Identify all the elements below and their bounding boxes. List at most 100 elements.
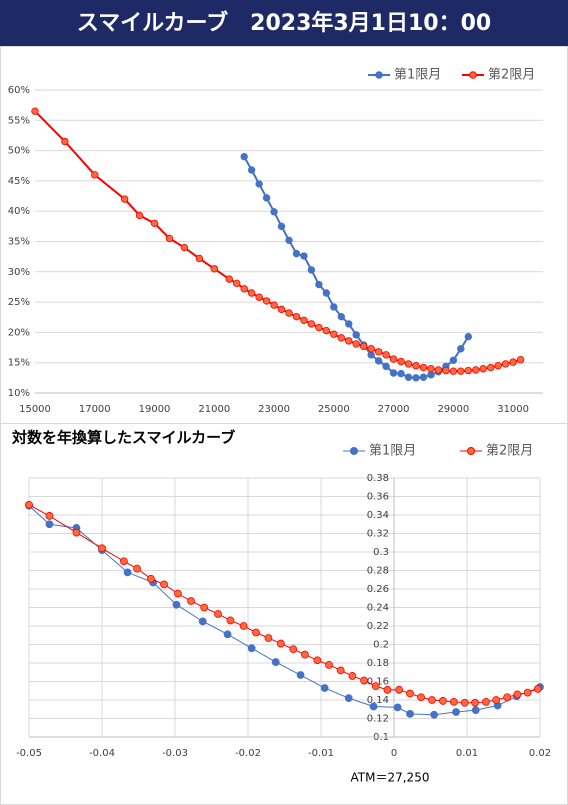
data-point — [367, 351, 375, 359]
legend-label: 第1限月 — [369, 444, 416, 459]
data-point — [223, 630, 232, 639]
data-point — [276, 639, 285, 648]
chart-title: 対数を年換算したスマイルカーブ — [11, 429, 235, 447]
data-point — [404, 373, 413, 381]
data-point — [427, 371, 435, 379]
x-tick-label: -0.04 — [89, 748, 115, 759]
data-point — [360, 342, 368, 351]
data-point — [449, 367, 458, 375]
data-point — [457, 367, 465, 375]
data-point — [479, 365, 487, 373]
y-tick-label: 40% — [8, 206, 30, 217]
data-point — [419, 363, 428, 372]
data-point — [464, 366, 472, 375]
data-point — [374, 357, 383, 365]
data-point — [315, 323, 323, 332]
data-point — [61, 137, 69, 146]
data-point — [382, 351, 390, 359]
data-point — [374, 348, 383, 356]
data-point — [174, 589, 182, 598]
data-point — [187, 597, 195, 605]
x-tick-label: 21000 — [198, 404, 230, 415]
data-point — [352, 340, 360, 348]
data-point — [322, 289, 331, 297]
data-point — [313, 656, 322, 665]
data-point — [428, 696, 436, 704]
data-point — [264, 634, 273, 642]
y-tick-label: 0.26 — [367, 584, 389, 595]
data-point — [472, 366, 480, 374]
y-tick-label: 0.38 — [367, 473, 389, 484]
data-point — [225, 275, 233, 283]
data-point — [120, 557, 128, 566]
data-point — [412, 362, 420, 370]
data-point — [442, 366, 450, 375]
data-point — [344, 694, 353, 703]
data-point — [503, 693, 512, 702]
data-point — [397, 369, 405, 378]
data-point — [277, 305, 286, 314]
data-point — [360, 676, 368, 685]
legend-marker — [375, 71, 383, 79]
data-point — [482, 697, 490, 706]
data-point — [240, 152, 248, 161]
data-point — [320, 684, 329, 692]
data-point — [371, 682, 380, 691]
data-point — [406, 689, 414, 698]
data-point — [214, 610, 222, 618]
data-point — [427, 365, 435, 373]
y-tick-label: 0.34 — [367, 510, 389, 521]
y-tick-label: 35% — [8, 237, 30, 248]
header-bar — [0, 0, 568, 46]
data-point — [471, 698, 479, 707]
data-point — [300, 316, 308, 324]
annotation: ATM＝27,250 — [351, 771, 430, 785]
x-tick-label: 0 — [391, 748, 397, 759]
legend-label: 第1限月 — [394, 68, 441, 83]
x-tick-label: -0.03 — [162, 748, 188, 759]
y-tick-label: 0.3 — [373, 547, 389, 558]
data-point — [460, 698, 469, 707]
data-point — [513, 690, 522, 699]
data-point — [270, 208, 278, 216]
data-point — [31, 107, 39, 115]
data-point — [325, 660, 333, 669]
legend-label: 第2限月 — [486, 444, 533, 459]
data-point — [262, 194, 271, 202]
data-point — [439, 697, 447, 705]
data-point — [315, 280, 323, 289]
data-point — [120, 195, 129, 203]
y-tick-label: 0.16 — [367, 677, 389, 688]
data-point — [330, 303, 338, 311]
data-point — [352, 331, 360, 339]
data-point — [195, 254, 204, 263]
data-point — [45, 520, 54, 529]
y-tick-label: 0.28 — [367, 566, 389, 577]
data-point — [434, 366, 443, 374]
legend-label: 第2限月 — [488, 68, 535, 83]
data-point — [419, 373, 428, 381]
data-point — [395, 685, 404, 694]
data-point — [457, 345, 465, 353]
y-tick-label: 10% — [8, 388, 30, 399]
panel — [0, 423, 568, 805]
data-point — [72, 528, 81, 537]
data-point — [247, 644, 256, 653]
data-point — [523, 688, 532, 697]
y-tick-label: 0.18 — [367, 658, 389, 669]
data-point — [487, 363, 495, 372]
data-point — [337, 312, 345, 321]
legend-marker — [469, 71, 477, 79]
y-tick-label: 0.12 — [367, 714, 389, 725]
data-point — [412, 374, 420, 382]
data-point — [301, 650, 309, 659]
data-point — [239, 622, 248, 630]
data-point — [348, 672, 357, 680]
y-tick-label: 60% — [8, 85, 30, 96]
data-point — [300, 252, 308, 260]
data-point — [226, 616, 235, 625]
data-point — [285, 309, 293, 317]
data-point — [417, 693, 425, 702]
x-tick-label: -0.05 — [16, 748, 42, 759]
data-point — [240, 285, 248, 293]
